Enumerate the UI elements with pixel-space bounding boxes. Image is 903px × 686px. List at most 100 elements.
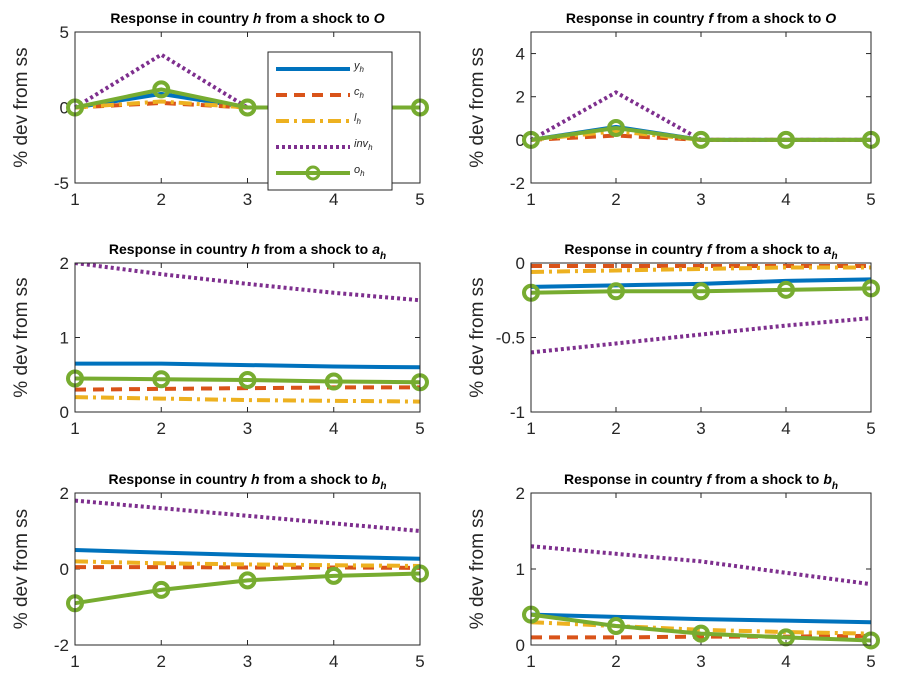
legend-marker — [305, 165, 321, 181]
title-part: h — [251, 471, 260, 487]
title-part: from a shock to — [264, 241, 368, 257]
series-marker — [777, 628, 795, 647]
x-tick-label: 4 — [329, 419, 338, 438]
series-line — [530, 129, 871, 142]
title-part: Response in country — [109, 471, 248, 487]
series-line — [530, 612, 872, 643]
chart-title: Response in country f from a shock to O — [566, 10, 836, 26]
legend-label: invh — [354, 138, 373, 152]
series-marker — [238, 370, 257, 389]
legend-name: o — [354, 164, 360, 176]
title-part: from a shock to — [265, 10, 369, 26]
series-line — [530, 316, 872, 355]
y-axis-label: % dev from ss — [11, 277, 32, 397]
title-part: h — [251, 241, 260, 257]
legend-sub: h — [368, 143, 373, 152]
legend-label: yh — [353, 60, 365, 74]
title-part: f — [706, 471, 712, 487]
series-marker — [777, 130, 795, 149]
y-tick-label: 0 — [516, 131, 525, 150]
x-tick-label: 1 — [526, 652, 535, 671]
series-line — [530, 286, 872, 295]
series-marker — [777, 280, 795, 299]
series-line — [531, 633, 872, 640]
x-tick-label: 2 — [611, 190, 620, 209]
y-tick-label: 0 — [60, 99, 69, 118]
x-tick-label: 2 — [157, 652, 166, 671]
series-line — [74, 571, 421, 606]
y-axis-label: % dev from ss — [11, 47, 32, 167]
y-axis-label: % dev from ss — [11, 509, 32, 629]
y-axis-label: % dev from ss — [467, 277, 488, 397]
series-marker — [692, 624, 710, 643]
chart-title: Response in country f from a shock to bh — [564, 471, 838, 492]
title-part: b — [372, 471, 381, 487]
title-part: from a shock to — [717, 10, 821, 26]
title-part: Response in country — [564, 471, 703, 487]
x-tick-label: 3 — [696, 190, 705, 209]
legend-sub: h — [360, 91, 365, 100]
legend-name: y — [353, 60, 361, 72]
series-marker — [152, 580, 171, 599]
series-marker — [238, 571, 257, 590]
y-tick-label: 0 — [516, 636, 525, 655]
series-marker — [152, 80, 171, 99]
axes-box — [74, 492, 421, 646]
x-tick-label: 4 — [781, 652, 790, 671]
title-part: a — [372, 241, 380, 257]
series-marker — [607, 617, 625, 635]
panel: Response in country f from a shock to O % de… — [467, 10, 880, 209]
title-part: from a shock to — [264, 471, 368, 487]
x-tick-label: 5 — [866, 419, 875, 438]
title-part: h — [380, 251, 386, 262]
series-line — [74, 263, 421, 303]
legend-label: lh — [354, 112, 361, 126]
title-part: Response in country — [564, 241, 703, 257]
legend-label: oh — [354, 164, 365, 178]
title-part: Response in country — [109, 241, 248, 257]
chart-title: Response in country h from a shock to ah — [109, 241, 386, 262]
series-line — [75, 361, 421, 370]
x-tick-label: 3 — [243, 190, 252, 209]
x-tick-label: 4 — [781, 419, 790, 438]
chart-title: Response in country h from a shock to O — [110, 10, 384, 26]
series-line — [530, 612, 872, 625]
panel: Response in country f from a shock to bh % d… — [467, 471, 880, 671]
y-tick-label: -0.5 — [496, 329, 525, 348]
y-tick-label: 2 — [60, 484, 69, 503]
y-tick-label: 4 — [516, 45, 525, 64]
series-line — [74, 395, 421, 404]
x-tick-label: 5 — [415, 419, 424, 438]
x-tick-label: 2 — [157, 419, 166, 438]
x-tick-label: 5 — [866, 652, 875, 671]
series-line — [530, 265, 871, 274]
y-tick-label: 2 — [516, 484, 525, 503]
plot-area — [531, 32, 871, 183]
y-tick-label: 2 — [60, 254, 69, 273]
title-part: h — [832, 481, 838, 492]
y-tick-label: 0 — [60, 560, 69, 579]
y-axis-label: % dev from ss — [467, 509, 488, 629]
x-tick-label: 1 — [526, 419, 535, 438]
series-marker — [692, 130, 710, 149]
axes-box — [74, 31, 421, 184]
x-tick-label: 5 — [866, 190, 875, 209]
y-tick-label: 1 — [516, 560, 525, 579]
y-tick-label: 0 — [60, 403, 69, 422]
x-tick-label: 4 — [329, 652, 338, 671]
panel: Response in country h from a shock to bh% d… — [11, 471, 429, 671]
y-tick-label: 1 — [60, 329, 69, 348]
y-tick-label: -2 — [510, 174, 525, 193]
series-marker — [324, 372, 343, 391]
legend-sub: h — [356, 117, 361, 126]
x-tick-label: 1 — [526, 190, 535, 209]
title-part: Response in country — [566, 10, 705, 26]
title-part: h — [380, 481, 386, 492]
x-tick-label: 3 — [243, 419, 252, 438]
x-tick-label: 2 — [157, 190, 166, 209]
series-line — [75, 565, 421, 570]
legend-name: c — [354, 86, 360, 98]
title-part: from a shock to — [715, 471, 819, 487]
legend-label: ch — [354, 86, 365, 100]
